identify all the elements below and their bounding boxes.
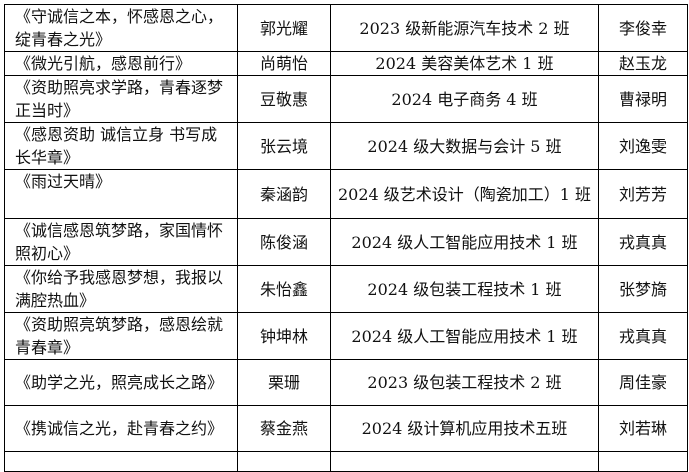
teacher-cell: 戎真真 xyxy=(598,312,688,360)
class-cell: 2024 级包装工程技术 1 班 xyxy=(330,265,599,313)
title-cell: 《资助照亮求学路，青春逐梦正当时》 xyxy=(4,75,238,123)
table-row: 《资助照亮筑梦路，感恩绘就青春章》 钟坤林 2024 级人工智能应用技术 1 班戎真… xyxy=(4,312,688,360)
student-name-cell: 秦涵韵 xyxy=(237,169,331,219)
table-row: 《微光引航，感恩前行》 尚萌怡 2024 美容美体艺术 1 班赵玉龙 xyxy=(4,51,688,76)
table-row: 《携诚信之光，赴青春之约》 蔡金燕 2024 级计算机应用技术五班 刘若琳 xyxy=(4,405,688,452)
award-table: 《守诚信之本，怀感恩之心，绽青春之光》 郭光耀 2023 级新能源汽车技术 2 班李… xyxy=(4,4,688,472)
student-name-cell: 钟坤林 xyxy=(237,312,331,360)
title-cell: 《感恩资助 诚信立身 书写成长华章》 xyxy=(4,122,238,170)
student-name-cell: 豆敬惠 xyxy=(237,75,331,123)
class-cell: 2024 级人工智能应用技术 1 班 xyxy=(330,312,599,360)
empty-cell xyxy=(237,451,331,472)
empty-cell xyxy=(598,451,688,472)
table-row-partial xyxy=(4,451,688,472)
teacher-cell: 刘芳芳 xyxy=(598,169,688,219)
table-row: 《助学之光，照亮成长之路》 栗珊 2023 级包装工程技术 2 班周佳豪 xyxy=(4,359,688,406)
title-cell: 《微光引航，感恩前行》 xyxy=(4,51,238,76)
title-cell: 《雨过天晴》 xyxy=(4,169,238,219)
empty-cell xyxy=(330,451,599,472)
title-cell: 《携诚信之光，赴青春之约》 xyxy=(4,405,238,452)
empty-cell xyxy=(4,451,238,472)
student-name-cell: 郭光耀 xyxy=(237,4,331,52)
title-cell: 《守诚信之本，怀感恩之心，绽青春之光》 xyxy=(4,4,238,52)
class-cell: 2023 级新能源汽车技术 2 班 xyxy=(330,4,599,52)
table-row: 《诚信感恩筑梦路，家国情怀照初心》 陈俊涵 2024 级人工智能应用技术 1 班戎真… xyxy=(4,218,688,266)
student-name-cell: 蔡金燕 xyxy=(237,405,331,452)
class-cell: 2024 级人工智能应用技术 1 班 xyxy=(330,218,599,266)
teacher-cell: 刘逸雯 xyxy=(598,122,688,170)
teacher-cell: 赵玉龙 xyxy=(598,51,688,76)
table-row: 《守诚信之本，怀感恩之心，绽青春之光》 郭光耀 2023 级新能源汽车技术 2 班李… xyxy=(4,4,688,52)
table-row: 《你给予我感恩梦想，我报以满腔热血》 朱怡鑫 2024 级包装工程技术 1 班张梦旖 xyxy=(4,265,688,313)
student-name-cell: 陈俊涵 xyxy=(237,218,331,266)
title-cell: 《资助照亮筑梦路，感恩绘就青春章》 xyxy=(4,312,238,360)
student-name-cell: 尚萌怡 xyxy=(237,51,331,76)
title-cell: 《诚信感恩筑梦路，家国情怀照初心》 xyxy=(4,218,238,266)
table-row: 《雨过天晴》 秦涵韵 2024 级艺术设计（陶瓷加工）1 班刘芳芳 xyxy=(4,169,688,219)
student-name-cell: 朱怡鑫 xyxy=(237,265,331,313)
teacher-cell: 周佳豪 xyxy=(598,359,688,406)
title-cell: 《助学之光，照亮成长之路》 xyxy=(4,359,238,406)
table-row: 《资助照亮求学路，青春逐梦正当时》 豆敬惠 2024 电子商务 4 班曹禄明 xyxy=(4,75,688,123)
table-body: 《守诚信之本，怀感恩之心，绽青春之光》 郭光耀 2023 级新能源汽车技术 2 班李… xyxy=(4,4,688,472)
teacher-cell: 张梦旖 xyxy=(598,265,688,313)
class-cell: 2024 级计算机应用技术五班 xyxy=(330,405,599,452)
class-cell: 2024 电子商务 4 班 xyxy=(330,75,599,123)
class-cell: 2024 美容美体艺术 1 班 xyxy=(330,51,599,76)
title-cell: 《你给予我感恩梦想，我报以满腔热血》 xyxy=(4,265,238,313)
teacher-cell: 曹禄明 xyxy=(598,75,688,123)
student-name-cell: 栗珊 xyxy=(237,359,331,406)
teacher-cell: 刘若琳 xyxy=(598,405,688,452)
student-name-cell: 张云境 xyxy=(237,122,331,170)
class-cell: 2024 级艺术设计（陶瓷加工）1 班 xyxy=(330,169,599,219)
teacher-cell: 戎真真 xyxy=(598,218,688,266)
table-row: 《感恩资助 诚信立身 书写成长华章》 张云境 2024 级大数据与会计 5 班刘逸雯 xyxy=(4,122,688,170)
class-cell: 2024 级大数据与会计 5 班 xyxy=(330,122,599,170)
teacher-cell: 李俊幸 xyxy=(598,4,688,52)
class-cell: 2023 级包装工程技术 2 班 xyxy=(330,359,599,406)
